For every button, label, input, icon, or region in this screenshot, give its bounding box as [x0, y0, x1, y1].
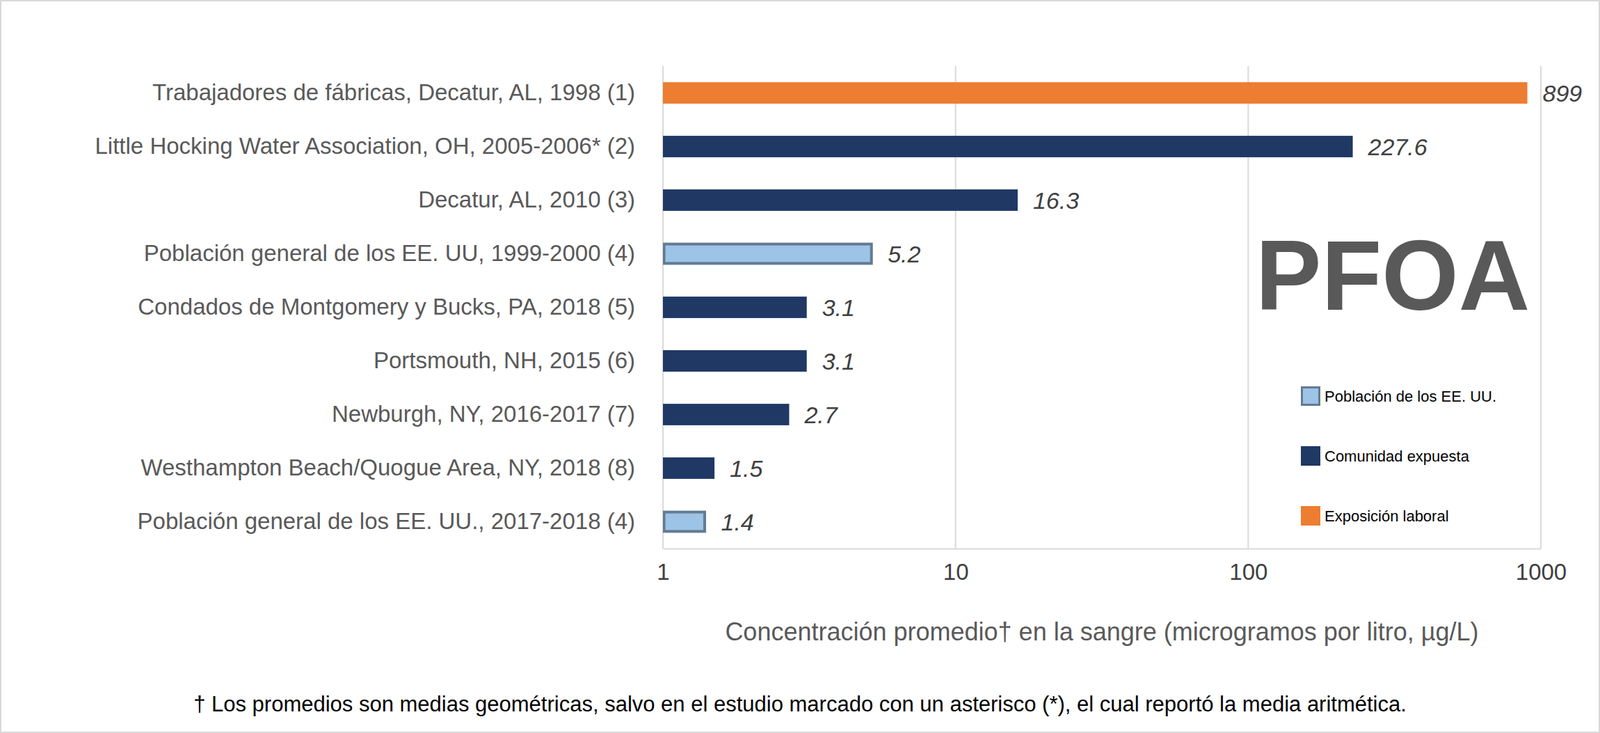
- bar: [662, 349, 807, 372]
- x-tick: 1: [656, 548, 670, 585]
- y-tick: Trabajadores de fábricas, Decatur, AL, 1…: [152, 79, 663, 106]
- legend-label: Comunidad expuesta: [1324, 447, 1470, 465]
- category-label: Portsmouth, NH, 2015 (6): [373, 347, 636, 373]
- data-labels: 5.2 1.4 227.6 16.3 3.1 3.1 2.7 1.5 899: [720, 80, 1582, 535]
- legend-swatch: [1300, 505, 1321, 526]
- chart: 1 10 100 1000 Trabajadores de fábricas, Deca…: [0, 0, 1600, 733]
- data-label: 1.5: [729, 454, 763, 482]
- title: PFOA: [1255, 219, 1530, 331]
- data-label: 227.6: [1367, 133, 1428, 160]
- y-tick: Portsmouth, NH, 2015 (6): [373, 347, 663, 373]
- category-label: Westhampton Beach/Quogue Area, NY, 2018 …: [140, 454, 636, 480]
- x-tick-label: 1: [656, 558, 670, 585]
- x-axis-title: Concentración promedio† en la sangre (mi…: [724, 617, 1479, 646]
- category-label: Población general de los EE. UU, 1999-20…: [144, 240, 636, 266]
- x-axis-line: [663, 548, 1542, 550]
- category-label: Población general de los EE. UU., 2017-2…: [137, 507, 636, 534]
- bar: [664, 244, 872, 264]
- y-tick: Little Hocking Water Association, OH, 20…: [95, 132, 663, 159]
- category-label: Condados de Montgomery y Bucks, PA, 2018…: [137, 293, 636, 320]
- legend-label: Exposición laboral: [1324, 507, 1450, 525]
- y-tick: Newburgh, NY, 2016-2017 (7): [331, 400, 663, 427]
- data-label: 1.4: [720, 508, 754, 535]
- legend-label: Población de los EE. UU.: [1324, 387, 1497, 405]
- grid: [662, 66, 1541, 549]
- x-axis: 1 10 100 1000: [656, 548, 1567, 585]
- bar: [664, 512, 705, 532]
- data-label: 3.1: [822, 347, 855, 375]
- category-label: Newburgh, NY, 2016-2017 (7): [331, 400, 636, 427]
- bar: [662, 403, 789, 426]
- data-label: 899: [1542, 80, 1583, 107]
- background: [0, 0, 1600, 732]
- y-axis: Trabajadores de fábricas, Decatur, AL, 1…: [95, 79, 663, 534]
- data-label: 3.1: [822, 294, 855, 321]
- data-label: 2.7: [803, 401, 838, 428]
- category-label: Decatur, AL, 2010 (3): [418, 186, 636, 213]
- category-label: Little Hocking Water Association, OH, 20…: [95, 132, 636, 159]
- x-tick: 100: [1229, 548, 1268, 585]
- bar: [662, 457, 715, 479]
- footnote: † Los promedios son medias geométricas, …: [193, 691, 1407, 716]
- legend: Población de los EE. UU. Comunidad expues…: [1300, 387, 1497, 526]
- x-tick: 1000: [1515, 548, 1567, 585]
- bar: [662, 296, 807, 318]
- x-tick-label: 100: [1229, 558, 1268, 585]
- bar: [662, 135, 1354, 158]
- x-tick-label: 10: [943, 558, 970, 585]
- data-label: 16.3: [1033, 187, 1079, 214]
- bar: [662, 189, 1018, 211]
- y-tick: Decatur, AL, 2010 (3): [418, 186, 663, 213]
- y-tick: Población general de los EE. UU, 1999-20…: [144, 240, 663, 266]
- bar: [662, 82, 1528, 104]
- legend-swatch: [1300, 445, 1321, 466]
- data-label: 5.2: [887, 240, 921, 268]
- legend-swatch: [1302, 387, 1320, 405]
- category-label: Trabajadores de fábricas, Decatur, AL, 1…: [152, 79, 636, 106]
- y-tick: Westhampton Beach/Quogue Area, NY, 2018 …: [140, 454, 663, 480]
- y-tick: Población general de los EE. UU., 2017-2…: [137, 507, 663, 534]
- x-tick: 10: [943, 548, 970, 585]
- grid-line: [1540, 66, 1542, 549]
- y-tick: Condados de Montgomery y Bucks, PA, 2018…: [137, 293, 663, 320]
- x-tick-label: 1000: [1515, 558, 1567, 585]
